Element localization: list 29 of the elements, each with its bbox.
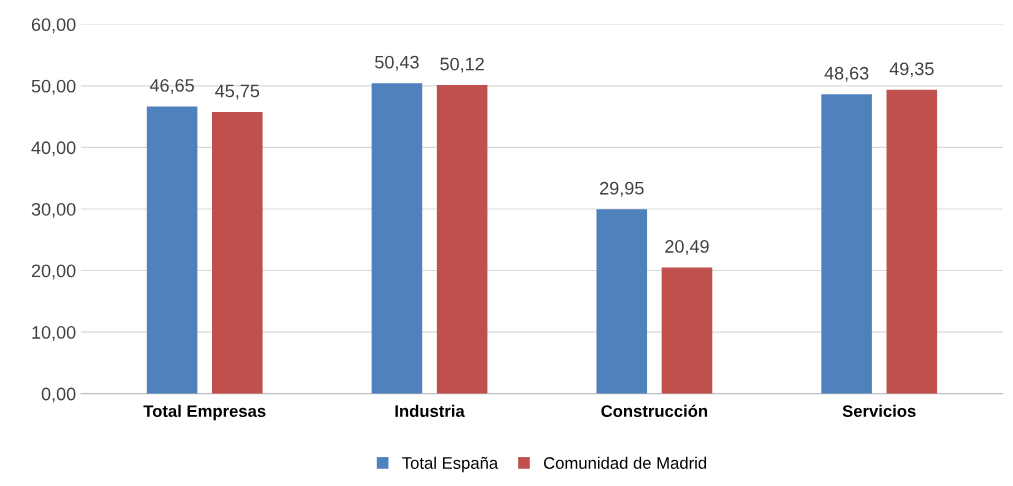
legend-label: Comunidad de Madrid <box>543 456 707 469</box>
data-label: 46,65 <box>149 79 194 94</box>
x-tick-label: Servicios <box>842 404 916 418</box>
y-tick-label: 0,00 <box>41 387 76 403</box>
bar <box>886 89 938 394</box>
y-tick-label: 30,00 <box>31 202 76 218</box>
y-tick-label: 40,00 <box>31 141 76 157</box>
bar <box>661 267 713 394</box>
data-label: 49,35 <box>889 62 934 78</box>
data-label: 50,43 <box>375 55 419 71</box>
data-label: 50,12 <box>440 57 484 73</box>
bar <box>821 94 872 394</box>
y-tick-label: 20,00 <box>31 264 76 280</box>
x-tick-label: Total Empresas <box>143 404 266 421</box>
data-label: 29,95 <box>600 181 644 197</box>
data-label: 45,75 <box>215 84 260 100</box>
y-tick-label: 10,00 <box>32 326 76 341</box>
y-tick-label: 50,00 <box>31 79 76 95</box>
bar <box>596 209 648 394</box>
x-tick-label: Industria <box>395 404 465 418</box>
legend-label: Total España <box>402 456 499 473</box>
data-label: 48,63 <box>824 66 869 82</box>
bar <box>371 83 423 394</box>
x-tick-label: Construcción <box>601 404 708 418</box>
data-label: 20,49 <box>665 240 709 255</box>
y-tick-label: 60,00 <box>31 18 76 34</box>
bar <box>212 112 263 394</box>
bar <box>436 85 488 394</box>
bar <box>146 106 198 394</box>
